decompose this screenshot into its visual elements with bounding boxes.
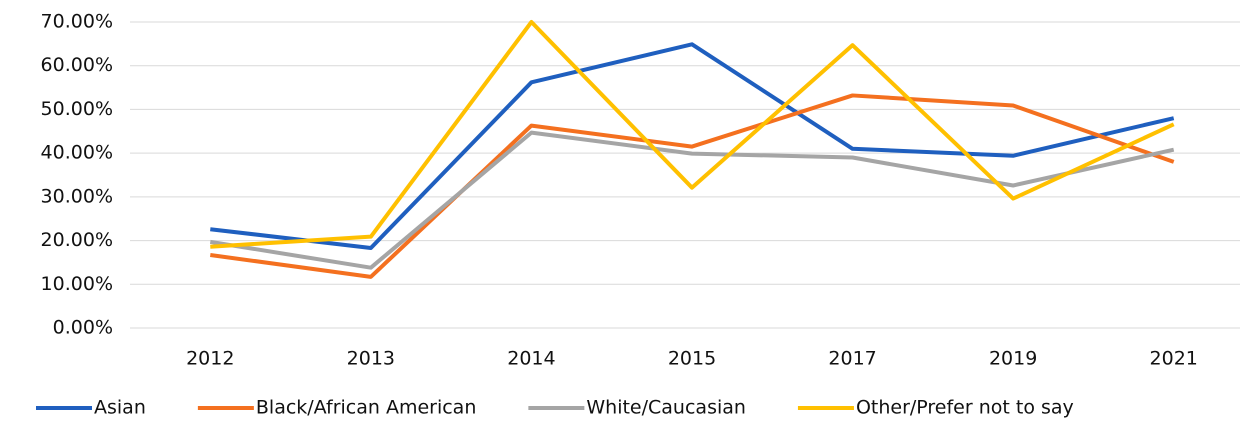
x-tick-label: 2013	[347, 348, 395, 370]
legend-label: Asian	[94, 397, 146, 419]
y-tick-label: 0.00%	[53, 317, 113, 339]
series-line	[210, 20, 1175, 249]
y-tick-label: 70.00%	[41, 11, 113, 33]
x-tick-label: 2012	[186, 348, 234, 370]
y-tick-label: 30.00%	[41, 185, 113, 207]
series-line	[209, 130, 1175, 270]
legend-label: White/Caucasian	[586, 397, 746, 419]
legend-label: Other/Prefer not to say	[856, 397, 1074, 419]
x-tick-label: 2021	[1150, 348, 1198, 370]
series-line	[210, 42, 1175, 251]
legend-label: Black/African American	[256, 397, 477, 419]
y-tick-label: 50.00%	[41, 98, 113, 120]
x-tick-label: 2014	[507, 348, 555, 370]
x-tick-label: 2019	[989, 348, 1037, 370]
y-tick-label: 10.00%	[41, 273, 113, 295]
x-tick-label: 2017	[828, 348, 876, 370]
y-tick-label: 60.00%	[41, 54, 113, 76]
series-line	[210, 93, 1175, 279]
x-tick-label: 2015	[668, 348, 716, 370]
y-tick-label: 40.00%	[41, 142, 113, 164]
y-tick-label: 20.00%	[41, 229, 113, 251]
